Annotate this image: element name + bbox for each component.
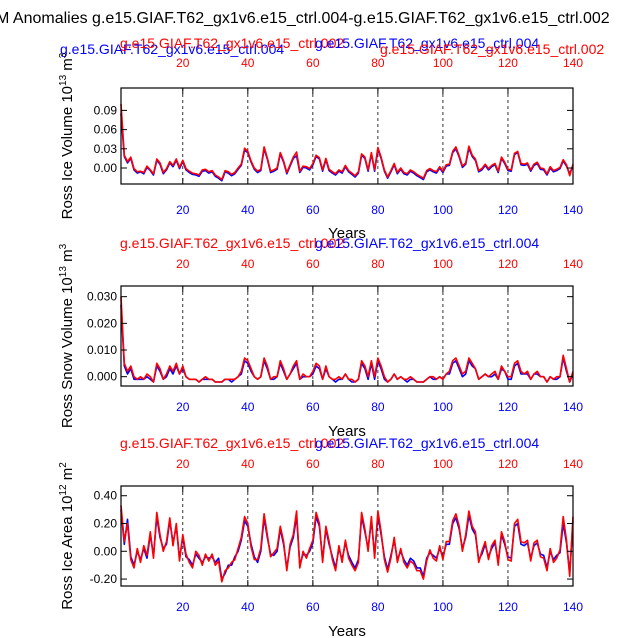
x-tick-label-top: 140 <box>563 56 583 70</box>
x-tick-label-top: 60 <box>306 257 320 271</box>
x-tick-label-top: 80 <box>371 457 385 471</box>
y-axis-title: Ross Snow Volume 1013 m3 <box>58 243 76 428</box>
plot-frame <box>120 87 574 185</box>
chart-panel-1: 0.00 0.03 0.06 0.09 20 20 40 40 60 60 80 80 100 100 12… <box>58 35 604 242</box>
x-tick-label-bottom: 20 <box>176 400 190 414</box>
y-tick-label: 0.09 <box>94 103 118 117</box>
x-tick-label-bottom: 100 <box>433 400 453 414</box>
y-tick-label: 0.00 <box>94 544 118 558</box>
case-label: g.e15.GIAF.T62_gx1v6.e15_ctrl.004 <box>315 35 539 51</box>
x-tick-label-top: 120 <box>498 56 518 70</box>
plot-frame <box>120 285 574 387</box>
x-tick-label-bottom: 20 <box>176 203 190 217</box>
x-axis-title: Years <box>328 623 366 638</box>
y-tick-label: -0.20 <box>90 572 118 586</box>
case-label: g.e15.GIAF.T62_gx1v6.e15_ctrl.002 <box>120 35 344 51</box>
x-tick-label-bottom: 40 <box>241 600 255 614</box>
x-tick-label-top: 40 <box>241 457 255 471</box>
y-axis-title: Ross Ice Volume 1013 m3 <box>58 52 76 219</box>
figure-title: M Anomalies g.e15.GIAF.T62_gx1v6.e15_ctr… <box>0 10 610 27</box>
x-tick-label-bottom: 40 <box>241 203 255 217</box>
x-tick-label-bottom: 80 <box>371 600 385 614</box>
x-tick-label-bottom: 120 <box>498 203 518 217</box>
x-tick-label-bottom: 60 <box>306 203 320 217</box>
x-tick-label-bottom: 120 <box>498 400 518 414</box>
x-tick-label-bottom: 80 <box>371 400 385 414</box>
case-label: g.e15.GIAF.T62_gx1v6.e15_ctrl.002 <box>120 435 344 451</box>
x-tick-label-top: 80 <box>371 56 385 70</box>
x-tick-label-top: 20 <box>176 457 190 471</box>
series-line-ctrl002 <box>120 296 574 383</box>
x-tick-label-bottom: 100 <box>433 600 453 614</box>
series-line-ctrl002 <box>120 103 574 181</box>
x-tick-label-top: 40 <box>241 257 255 271</box>
x-axis-title: Years <box>328 225 366 242</box>
y-axis-title: Ross Ice Area 1012 m2 <box>58 462 76 610</box>
y-tick-label: 0.06 <box>94 123 118 137</box>
x-tick-label-bottom: 140 <box>563 400 583 414</box>
x-tick-label-top: 20 <box>176 56 190 70</box>
x-tick-label-bottom: 120 <box>498 600 518 614</box>
x-tick-label-top: 40 <box>241 56 255 70</box>
case-label: g.e15.GIAF.T62_gx1v6.e15_ctrl.004 <box>315 435 539 451</box>
case-label: g.e15.GIAF.T62_gx1v6.e15_ctrl.004 <box>60 41 284 57</box>
chart-panel-2: 0.000 0.010 0.020 0.030 20 20 40 40 60 60 80 80 100 1… <box>58 235 583 440</box>
x-tick-label-top: 140 <box>563 457 583 471</box>
x-tick-label-bottom: 60 <box>306 400 320 414</box>
x-tick-label-bottom: 60 <box>306 600 320 614</box>
x-tick-label-top: 120 <box>498 257 518 271</box>
x-tick-label-top: 100 <box>433 457 453 471</box>
x-tick-label-bottom: 80 <box>371 203 385 217</box>
x-tick-label-bottom: 20 <box>176 600 190 614</box>
x-tick-label-top: 140 <box>563 257 583 271</box>
x-tick-label-top: 120 <box>498 457 518 471</box>
x-tick-label-top: 60 <box>306 56 320 70</box>
chart-panel-3: -0.20 0.00 0.20 0.40 20 20 40 40 60 60 80 80 100 100 1… <box>58 435 583 638</box>
panels: 0.00 0.03 0.06 0.09 20 20 40 40 60 60 80 80 100 100 12… <box>58 35 604 638</box>
series-line-ctrl002 <box>120 505 574 583</box>
y-tick-label: 0.20 <box>94 517 118 531</box>
x-tick-label-top: 80 <box>371 257 385 271</box>
x-tick-label-top: 100 <box>433 56 453 70</box>
case-label: g.e15.GIAF.T62_gx1v6.e15_ctrl.002 <box>380 41 604 57</box>
y-tick-label: 0.03 <box>94 142 118 156</box>
y-tick-label: 0.000 <box>87 370 117 384</box>
x-tick-label-bottom: 140 <box>563 600 583 614</box>
y-tick-label: 0.020 <box>87 316 117 330</box>
x-tick-label-top: 100 <box>433 257 453 271</box>
y-tick-label: 0.40 <box>94 489 118 503</box>
plot-frame <box>120 485 574 587</box>
x-tick-label-bottom: 140 <box>563 203 583 217</box>
x-tick-label-bottom: 100 <box>433 203 453 217</box>
x-tick-label-top: 60 <box>306 457 320 471</box>
y-tick-label: 0.010 <box>87 343 117 357</box>
y-tick-label: 0.00 <box>94 161 118 175</box>
x-tick-label-bottom: 40 <box>241 400 255 414</box>
y-tick-label: 0.030 <box>87 290 117 304</box>
case-label: g.e15.GIAF.T62_gx1v6.e15_ctrl.004 <box>315 235 539 251</box>
x-axis-title: Years <box>328 423 366 440</box>
case-label: g.e15.GIAF.T62_gx1v6.e15_ctrl.002 <box>120 235 344 251</box>
x-tick-label-top: 20 <box>176 257 190 271</box>
series-line-ctrl004 <box>120 304 574 383</box>
